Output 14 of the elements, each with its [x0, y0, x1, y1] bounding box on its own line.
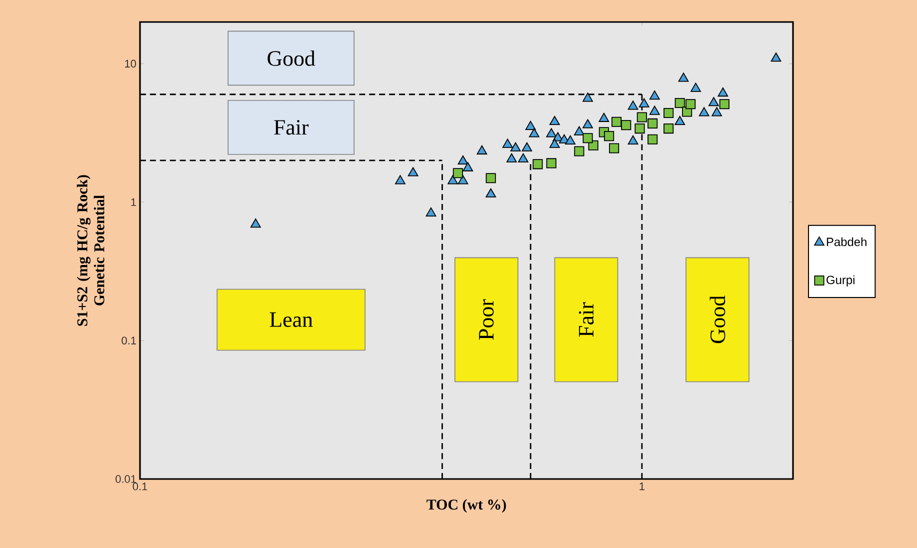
y-tick-label: 0.1 [122, 336, 136, 344]
annotation: Poor [479, 299, 494, 340]
annotation: Fair [578, 302, 594, 337]
annotation: Fair [274, 120, 309, 135]
annotation: Good [710, 296, 726, 344]
y-axis-title: S1+S2 (mg HC/g Rock) Genetic Potential [76, 175, 104, 326]
y-tick-label: 10 [125, 60, 136, 68]
legend-label: Pabdeh [826, 237, 866, 246]
legend-label: Gurpi [826, 275, 854, 287]
x-axis-title: TOC (wt %) [426, 499, 506, 513]
y-tick-label: 1 [131, 198, 136, 206]
annotation: Lean [270, 312, 313, 327]
y-tick-label: 0.01 [116, 475, 136, 483]
annotation: Good [268, 50, 316, 66]
